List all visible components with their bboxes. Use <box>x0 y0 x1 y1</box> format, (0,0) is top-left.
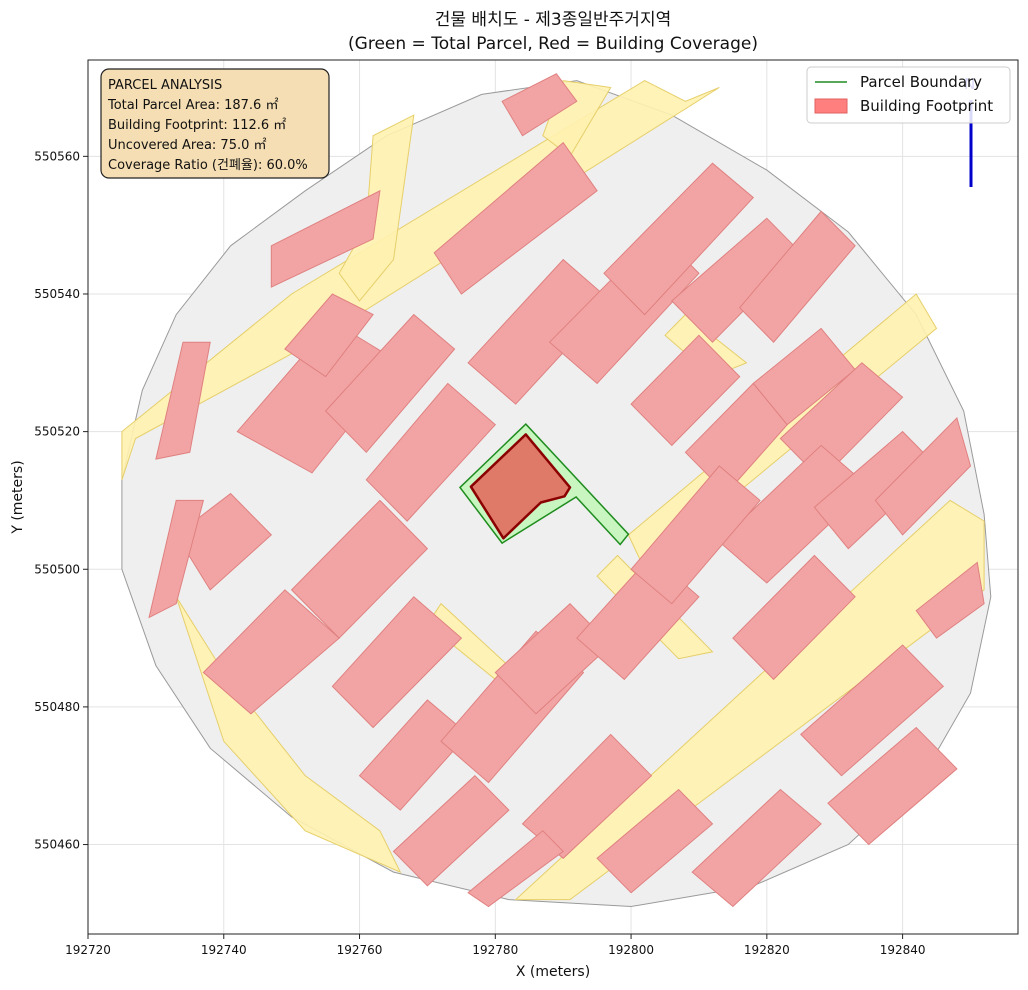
building-footprint <box>800 644 945 777</box>
building-footprint <box>365 382 497 522</box>
x-tick-label: 192780 <box>472 943 518 957</box>
y-tick-label: 550480 <box>34 700 80 714</box>
building-footprint <box>630 465 761 605</box>
legend-label-building-footprint: Building Footprint <box>860 97 993 115</box>
buildings <box>148 73 985 908</box>
building-footprint <box>732 554 856 681</box>
building-footprint <box>691 788 822 908</box>
info-building-footprint: Building Footprint: 112.6 ㎡ <box>108 118 286 133</box>
legend: Parcel Boundary Building Footprint <box>806 66 1011 124</box>
building-footprint <box>433 141 598 295</box>
x-axis-label: X (meters) <box>516 964 590 980</box>
info-coverage-ratio: Coverage Ratio (건폐율): 60.0% <box>108 158 308 173</box>
parcel-analysis-box: PARCEL ANALYSIS Total Parcel Area: 187.6… <box>100 68 330 179</box>
y-tick-label: 550460 <box>34 838 80 852</box>
x-tick-label: 192840 <box>880 943 926 957</box>
x-tick-label: 192740 <box>201 943 247 957</box>
building-footprint <box>175 492 273 591</box>
building-footprint <box>874 416 972 536</box>
building-footprint <box>467 830 564 908</box>
building-footprint <box>630 334 741 447</box>
legend-box <box>806 66 1011 124</box>
building-footprint <box>284 293 374 378</box>
y-axis-ticks: 550460 550480 550500 550520 550540 550560 <box>34 149 88 852</box>
building-footprint <box>392 775 510 887</box>
building-footprint <box>827 726 958 846</box>
info-box-background <box>100 68 330 179</box>
x-axis-ticks: 192720 192740 192760 192780 192800 192820 1928… <box>65 934 926 957</box>
y-tick-label: 550540 <box>34 287 80 301</box>
x-tick-label: 192820 <box>744 943 790 957</box>
y-tick-label: 550560 <box>34 149 80 163</box>
building-footprint <box>331 596 463 729</box>
building-footprint <box>739 210 856 343</box>
y-tick-label: 550500 <box>34 562 80 576</box>
building-footprint <box>270 189 381 288</box>
legend-swatch-building-footprint <box>814 98 848 114</box>
info-heading: PARCEL ANALYSIS <box>108 78 222 93</box>
y-axis-label: Y (meters) <box>10 460 26 534</box>
building-footprint <box>603 162 755 316</box>
target-parcel-group <box>459 423 630 546</box>
info-uncovered-area: Uncovered Area: 75.0 ㎡ <box>108 138 267 153</box>
x-tick-label: 192800 <box>608 943 654 957</box>
building-footprint <box>290 499 429 639</box>
chart-title-line2: (Green = Total Parcel, Red = Building Co… <box>348 34 758 54</box>
building-footprint <box>501 73 578 137</box>
chart-title-line1: 건물 배치도 - 제3종일반주거지역 <box>435 10 671 30</box>
building-footprint <box>915 561 985 639</box>
info-total-parcel: Total Parcel Area: 187.6 ㎡ <box>107 98 278 113</box>
y-tick-label: 550520 <box>34 425 80 439</box>
building-footprint <box>596 788 714 894</box>
x-tick-label: 192760 <box>337 943 383 957</box>
building-footprint <box>324 313 456 454</box>
plot-frame <box>87 59 1019 935</box>
target-building <box>469 433 572 540</box>
building-footprint <box>148 499 205 619</box>
road-polygon <box>514 499 985 901</box>
building-footprint <box>155 341 211 460</box>
x-tick-label: 192720 <box>65 943 111 957</box>
legend-label-parcel-boundary: Parcel Boundary <box>860 73 982 91</box>
